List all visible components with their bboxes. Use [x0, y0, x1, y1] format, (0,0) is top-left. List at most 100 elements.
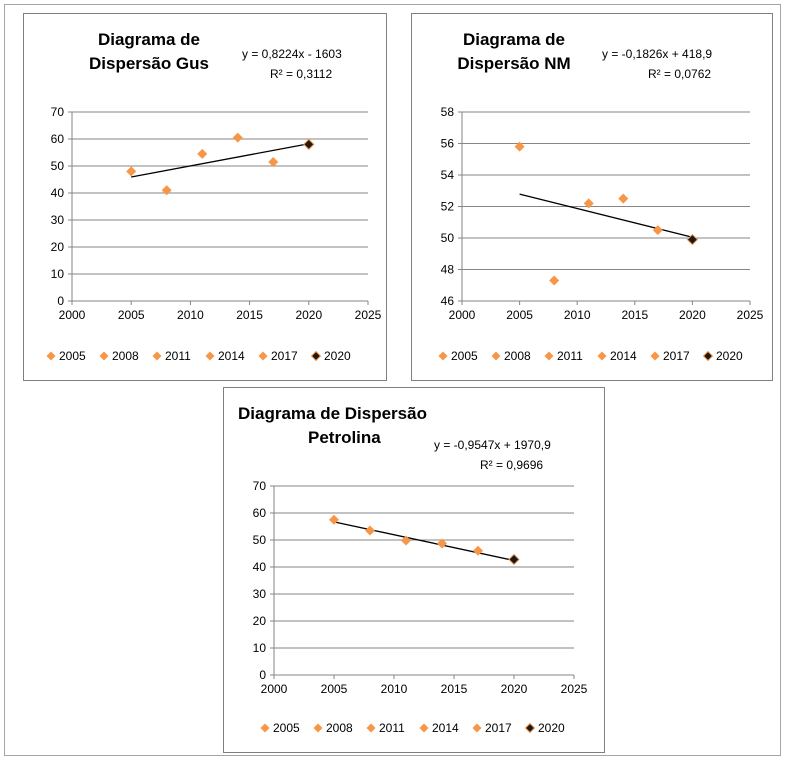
legend-item-2017: 2017 — [650, 349, 690, 363]
legend-marker — [260, 723, 270, 733]
y-tick-label: 52 — [441, 200, 455, 214]
legend-item-2020: 2020 — [310, 349, 351, 363]
data-point-2020 — [303, 138, 315, 151]
y-tick-label: 10 — [253, 641, 267, 655]
legend-item-2011: 2011 — [544, 349, 583, 363]
legend-item-2005: 2005 — [438, 349, 478, 363]
y-tick-label: 70 — [253, 479, 267, 493]
x-tick-label: 2025 — [561, 682, 588, 696]
legend-marker — [366, 723, 376, 733]
legend-item-2014: 2014 — [419, 721, 459, 735]
legend-label: 2017 — [271, 349, 298, 363]
y-tick-label: 10 — [51, 267, 65, 281]
legend-marker — [472, 723, 482, 733]
legend-marker — [650, 351, 660, 361]
legend-marker — [419, 723, 429, 733]
chart-nm: Diagrama de Dispersão NM y = -0,1826x + … — [411, 13, 773, 381]
legend-label: 2005 — [451, 349, 478, 363]
y-tick-label: 40 — [51, 186, 65, 200]
legend-item-2020: 2020 — [702, 349, 743, 363]
y-tick-label: 50 — [253, 533, 267, 547]
y-tick-label: 30 — [51, 213, 65, 227]
y-tick-label: 50 — [441, 231, 455, 245]
trendline-equation: y = -0,1826x + 418,9 — [602, 47, 713, 61]
x-tick-label: 2020 — [679, 308, 706, 322]
chart-title-line2: Dispersão Gus — [89, 54, 209, 73]
data-point-2020 — [686, 233, 699, 246]
data-point-2014 — [618, 193, 629, 204]
legend-label: 2014 — [432, 721, 459, 735]
y-tick-label: 56 — [441, 137, 455, 151]
legend-marker — [438, 351, 448, 361]
chart-title-line1: Diagrama de — [97, 30, 201, 49]
data-point-2008 — [161, 185, 172, 196]
x-tick-label: 2005 — [321, 682, 348, 696]
y-tick-label: 60 — [253, 506, 267, 520]
data-point-2017 — [652, 225, 663, 236]
legend-marker — [310, 350, 322, 362]
x-tick-label: 2010 — [564, 308, 591, 322]
x-tick-label: 2015 — [441, 682, 468, 696]
y-tick-label: 30 — [253, 587, 267, 601]
trendline — [333, 521, 515, 562]
x-tick-label: 2015 — [236, 308, 263, 322]
trendline-equation: y = -0,9547x + 1970,9 — [434, 438, 551, 452]
data-point-2014 — [232, 132, 243, 143]
y-tick-label: 20 — [253, 614, 267, 628]
legend-label: 2011 — [165, 349, 191, 363]
legend-item-2005: 2005 — [260, 721, 300, 735]
x-tick-label: 2005 — [118, 308, 145, 322]
legend-label: 2014 — [610, 349, 637, 363]
legend-marker — [205, 351, 215, 361]
legend-item-2005: 2005 — [46, 349, 86, 363]
r-squared: R² = 0,9696 — [480, 458, 544, 472]
chart-title-line2: Dispersão NM — [457, 54, 571, 73]
legend-item-2011: 2011 — [152, 349, 191, 363]
legend-label: 2017 — [485, 721, 512, 735]
legend-marker — [702, 350, 714, 362]
chart-title-line2: Petrolina — [308, 428, 381, 447]
legend-item-2014: 2014 — [597, 349, 637, 363]
x-tick-label: 2000 — [59, 308, 86, 322]
legend-item-2014: 2014 — [205, 349, 245, 363]
legend-item-2020: 2020 — [524, 721, 565, 735]
chart-title: Diagrama de Dispersão Petrolina — [230, 402, 480, 450]
x-tick-label: 2020 — [501, 682, 528, 696]
x-tick-label: 2025 — [355, 308, 382, 322]
data-point-2008 — [365, 525, 375, 536]
data-point-2011 — [197, 148, 208, 159]
legend-item-2008: 2008 — [313, 721, 353, 735]
x-tick-label: 2005 — [506, 308, 533, 322]
r-squared: R² = 0,0762 — [648, 67, 712, 81]
legend-label: 2005 — [273, 721, 300, 735]
legend-marker — [524, 722, 536, 734]
y-tick-label: 46 — [441, 294, 455, 308]
legend-label: 2008 — [326, 721, 353, 735]
x-tick-label: 2000 — [449, 308, 476, 322]
legend-label: 2020 — [716, 349, 743, 363]
legend-label: 2014 — [218, 349, 245, 363]
legend-label: 2020 — [538, 721, 565, 735]
y-tick-label: 20 — [51, 240, 65, 254]
legend-marker — [99, 351, 109, 361]
legend-label: 2005 — [59, 349, 86, 363]
chart-title-line1: Diagrama de — [462, 30, 566, 49]
x-tick-label: 2025 — [737, 308, 764, 322]
legend-marker — [544, 351, 554, 361]
data-point-2008 — [549, 275, 560, 286]
legend-label: 2008 — [504, 349, 531, 363]
legend-marker — [258, 351, 268, 361]
chart-title: Diagrama de Dispersão Gus — [64, 28, 234, 76]
legend-label: 2017 — [663, 349, 690, 363]
scatter-plot-petrolina: 0 10 20 30 40 50 60 70 2000 2005 2010 2015 2020 2025 2… — [253, 479, 588, 735]
y-tick-label: 70 — [51, 105, 65, 119]
data-point-2011 — [583, 198, 594, 209]
chart-title-line1: Diagrama de Dispersão — [238, 404, 427, 423]
x-tick-label: 2010 — [381, 682, 408, 696]
legend-marker — [46, 351, 56, 361]
figure-frame: Diagrama de Dispersão Gus y = 0,8224x - … — [4, 4, 781, 756]
legend-label: 2020 — [324, 349, 351, 363]
legend-item-2008: 2008 — [491, 349, 531, 363]
legend-marker — [313, 723, 323, 733]
y-tick-label: 58 — [441, 105, 455, 119]
